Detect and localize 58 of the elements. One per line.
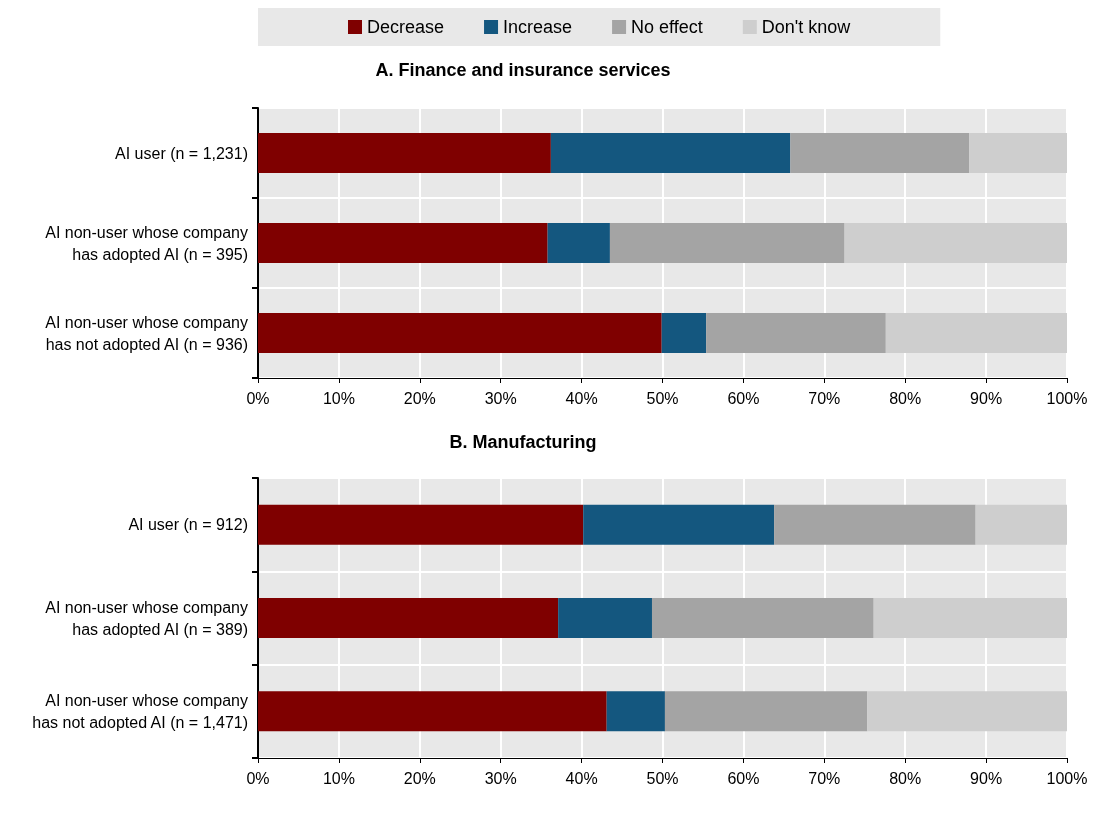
- x-tick-label: 10%: [322, 389, 355, 407]
- legend-label: Increase: [503, 17, 573, 37]
- x-tick-label: 100%: [1046, 389, 1088, 407]
- bar: [558, 598, 652, 638]
- x-tick-label: 80%: [889, 389, 922, 407]
- legend-label: Decrease: [367, 17, 445, 37]
- y-tick-label: AI non-user whose company has adopted AI (n = 389): [45, 598, 248, 638]
- x-tick-label: 10%: [322, 769, 355, 787]
- x-tick-label: 60%: [727, 769, 760, 787]
- bar: [258, 598, 559, 638]
- chart-title: A. Finance and insurance services: [375, 60, 671, 80]
- bar: [258, 691, 607, 732]
- x-tick-label: 100%: [1046, 769, 1088, 787]
- bar: [606, 691, 665, 732]
- bar: [258, 223, 548, 263]
- y-tick-label: AI non-user whose company has adopted AI (n = 395): [45, 223, 248, 263]
- x-tick-label: 20%: [403, 769, 436, 787]
- bar: [258, 133, 551, 173]
- bar: [258, 313, 662, 353]
- x-tick-label: 90%: [970, 389, 1003, 407]
- x-tick-label: 0%: [246, 389, 270, 407]
- chart-title: B. Manufacturing: [449, 432, 597, 452]
- x-tick-label: 70%: [808, 389, 841, 407]
- bar: [975, 504, 1067, 545]
- x-tick-label: 80%: [889, 769, 922, 787]
- bar: [661, 313, 707, 353]
- x-tick-label: 60%: [727, 389, 760, 407]
- bar: [885, 313, 1067, 353]
- y-tick-label: AI non-user whose company has not adopted AI (n = 936): [45, 313, 248, 353]
- bar: [547, 223, 610, 263]
- x-tick-label: 30%: [484, 389, 517, 407]
- bar: [706, 313, 886, 353]
- bar: [550, 133, 791, 173]
- bar: [583, 504, 775, 545]
- x-tick-label: 50%: [646, 389, 679, 407]
- x-tick-label: 70%: [808, 769, 841, 787]
- bar: [609, 223, 845, 263]
- bar: [867, 691, 1067, 732]
- x-tick-label: 90%: [970, 769, 1003, 787]
- y-tick-label: AI user (n = 912): [128, 516, 248, 534]
- bar: [844, 223, 1067, 263]
- y-tick-label: AI user (n = 1,231): [115, 144, 248, 162]
- bar: [664, 691, 868, 732]
- legend-label: No effect: [631, 17, 703, 37]
- x-tick-label: 20%: [403, 389, 436, 407]
- x-tick-label: 40%: [565, 769, 598, 787]
- x-tick-label: 40%: [565, 389, 598, 407]
- x-tick-label: 50%: [646, 769, 679, 787]
- legend-label: Don't know: [761, 17, 852, 37]
- x-tick-label: 0%: [246, 769, 270, 787]
- bar: [873, 598, 1067, 638]
- bar: [969, 133, 1067, 173]
- bar: [258, 504, 584, 545]
- bar: [774, 504, 976, 545]
- x-tick-label: 30%: [484, 769, 517, 787]
- bar: [651, 598, 874, 638]
- y-tick-label: AI non-user whose company has not adopted AI (n = 1,471): [32, 691, 248, 731]
- bar: [790, 133, 970, 173]
